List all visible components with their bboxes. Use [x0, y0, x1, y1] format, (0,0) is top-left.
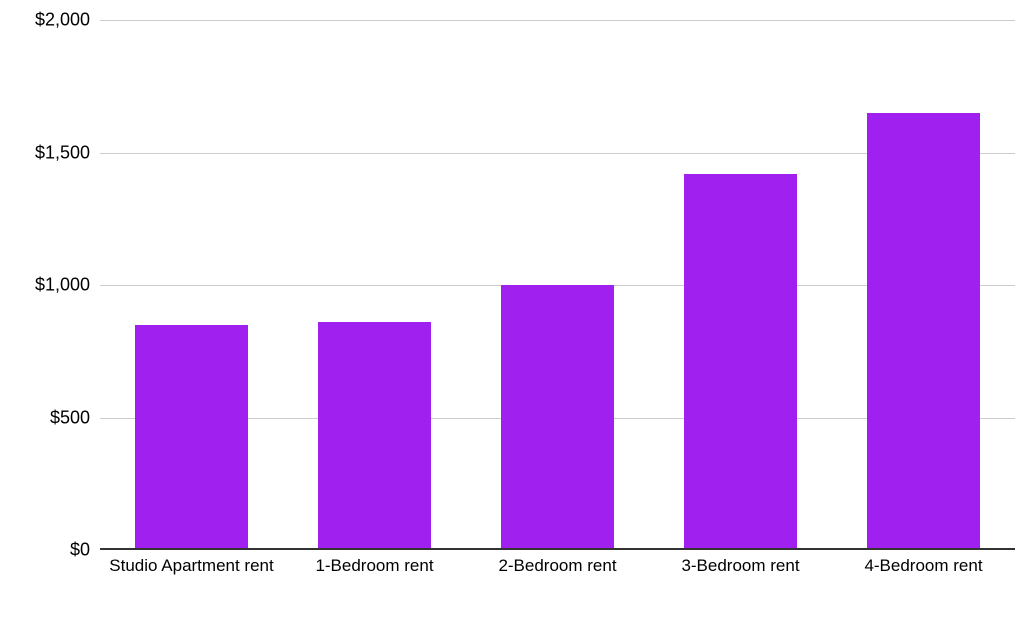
- bar: [684, 174, 797, 550]
- y-tick-label: $2,000: [35, 10, 90, 31]
- x-axis-baseline: [100, 548, 1015, 550]
- bars-wrapper: [100, 20, 1015, 550]
- y-tick-label: $1,500: [35, 142, 90, 163]
- bar: [318, 322, 431, 550]
- bar-group: [466, 20, 649, 550]
- x-tick-label: 2-Bedroom rent: [466, 555, 649, 577]
- y-tick-label: $0: [70, 540, 90, 561]
- x-axis-labels: Studio Apartment rent1-Bedroom rent2-Bed…: [100, 555, 1015, 577]
- bar-group: [649, 20, 832, 550]
- bar-chart: $2,000 $1,500 $1,000 $500 $0 Studio Apar…: [25, 20, 1015, 610]
- bar: [867, 113, 980, 550]
- y-tick-label: $500: [50, 407, 90, 428]
- bar: [501, 285, 614, 550]
- x-tick-label: 3-Bedroom rent: [649, 555, 832, 577]
- y-tick-label: $1,000: [35, 275, 90, 296]
- bar: [135, 325, 248, 550]
- bar-group: [283, 20, 466, 550]
- bar-group: [100, 20, 283, 550]
- plot-area: [100, 20, 1015, 550]
- x-tick-label: 4-Bedroom rent: [832, 555, 1015, 577]
- x-tick-label: 1-Bedroom rent: [283, 555, 466, 577]
- bar-group: [832, 20, 1015, 550]
- y-axis-labels: $2,000 $1,500 $1,000 $500 $0: [25, 20, 100, 550]
- x-tick-label: Studio Apartment rent: [100, 555, 283, 577]
